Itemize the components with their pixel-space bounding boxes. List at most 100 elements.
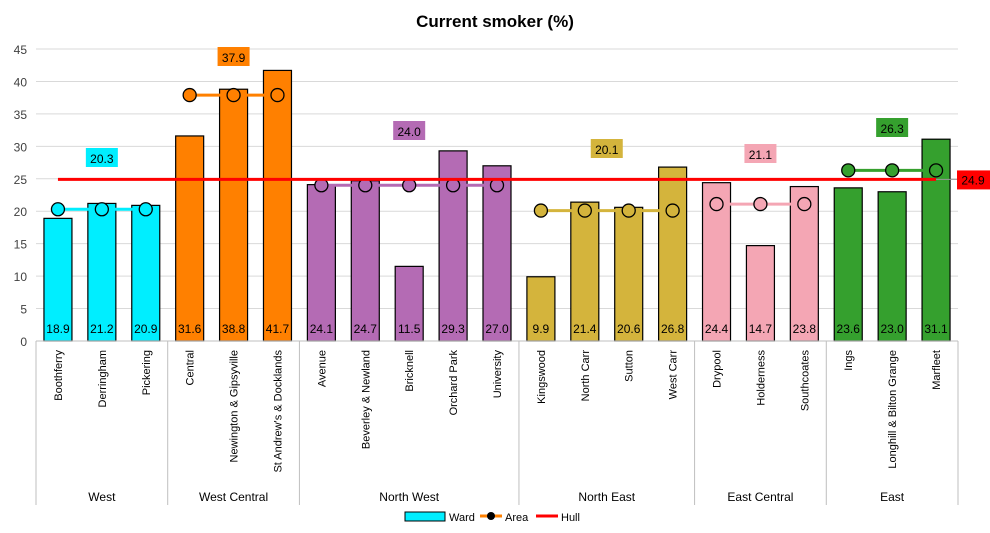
hull-value-label: 24.9 — [961, 173, 985, 187]
x-tick-label: Bricknell — [404, 350, 416, 392]
area-marker — [621, 203, 636, 218]
area-marker — [50, 202, 66, 217]
legend-ward-swatch — [404, 511, 446, 522]
y-tick-label: 45 — [14, 43, 28, 57]
group-label: West — [88, 490, 116, 504]
group-label: North West — [379, 490, 439, 504]
area-marker — [753, 196, 768, 212]
x-tick-label: Avenue — [316, 350, 328, 387]
bar — [789, 185, 819, 342]
bar-value-label: 41.7 — [266, 322, 290, 336]
x-tick-label: West Carr — [668, 350, 680, 400]
bar — [745, 245, 776, 342]
legend-area-marker — [487, 512, 495, 520]
area-label-box — [393, 121, 426, 140]
area-value-label: 20.3 — [90, 152, 114, 166]
bar-value-label: 27.0 — [485, 322, 509, 336]
y-tick-label: 15 — [14, 238, 28, 252]
x-tick-label: St Andrew's & Docklands — [272, 350, 284, 473]
area-marker — [709, 196, 724, 212]
x-tick-label: Marfleet — [931, 350, 943, 390]
area-label-box — [744, 144, 777, 163]
area-label-box — [590, 139, 623, 158]
bar — [614, 206, 644, 342]
area-marker — [270, 87, 285, 103]
bar — [833, 187, 863, 342]
x-tick-label: Sutton — [624, 350, 636, 382]
bar-value-label: 23.0 — [880, 322, 904, 336]
bar-value-label: 21.4 — [573, 322, 597, 336]
bar-value-label: 38.8 — [222, 322, 246, 336]
area-marker — [928, 163, 944, 178]
area-label-box — [217, 47, 250, 66]
bar-value-label: 20.9 — [134, 322, 158, 336]
x-tick-label: Central — [185, 350, 197, 385]
bar — [43, 217, 73, 342]
bar-value-label: 31.1 — [924, 322, 948, 336]
area-marker — [841, 163, 856, 178]
bar — [131, 204, 161, 342]
y-tick-label: 40 — [14, 75, 28, 89]
area-marker — [665, 203, 680, 218]
area-label-box — [85, 148, 118, 167]
y-tick-label: 10 — [14, 270, 28, 284]
group-label: East Central — [727, 490, 793, 504]
area-label-box — [876, 118, 909, 137]
bar-value-label: 20.6 — [617, 322, 641, 336]
x-tick-label: Boothferry — [53, 350, 65, 401]
x-tick-label: Longhill & Bilton Grange — [887, 350, 899, 469]
bar — [306, 184, 336, 342]
area-value-label: 20.1 — [595, 143, 619, 157]
bar-value-label: 31.6 — [178, 322, 202, 336]
y-tick-label: 25 — [14, 173, 28, 187]
area-value-label: 24.0 — [398, 125, 422, 139]
bar — [658, 166, 688, 342]
area-marker — [94, 202, 110, 217]
area-marker — [797, 196, 812, 212]
bar — [570, 201, 600, 342]
bar-value-label: 11.5 — [398, 322, 421, 336]
bar-value-label: 24.7 — [354, 322, 378, 336]
area-marker — [226, 87, 241, 103]
bar-value-label: 23.6 — [837, 322, 861, 336]
bar-value-label: 9.9 — [533, 322, 550, 336]
area-marker — [533, 203, 549, 218]
chart-title: Current smoker (%) — [416, 12, 574, 31]
x-tick-label: Drypool — [712, 350, 724, 388]
group-label: North East — [578, 490, 635, 504]
bar — [87, 202, 117, 342]
area-marker — [884, 163, 900, 178]
bar-value-label: 24.4 — [705, 322, 729, 336]
x-tick-label: Holderness — [755, 350, 767, 406]
x-tick-label: Southcoates — [799, 350, 811, 412]
y-tick-label: 20 — [14, 205, 28, 219]
bar-value-label: 26.8 — [661, 322, 685, 336]
bar-value-label: 14.7 — [749, 322, 773, 336]
area-value-label: 26.3 — [880, 122, 904, 136]
legend: Ward Area Hull — [404, 511, 580, 524]
y-tick-label: 5 — [20, 303, 27, 317]
bar-value-label: 29.3 — [441, 322, 465, 336]
bar — [350, 180, 380, 342]
group-label: West Central — [199, 490, 268, 504]
x-tick-label: Ings — [843, 350, 855, 371]
x-tick-label: Derringham — [97, 350, 109, 407]
area-marker — [182, 87, 197, 103]
area-marker — [577, 203, 592, 218]
legend-ward-label: Ward — [449, 512, 475, 524]
bar-value-label: 23.8 — [793, 322, 817, 336]
y-tick-label: 35 — [14, 108, 28, 122]
hull-label-box — [957, 170, 990, 190]
area-marker — [138, 202, 153, 217]
bar — [877, 191, 907, 342]
bar-value-label: 21.2 — [90, 322, 114, 336]
area-value-label: 21.1 — [749, 148, 773, 162]
area-value-label: 37.9 — [222, 51, 246, 65]
legend-hull-label: Hull — [561, 512, 580, 524]
bar — [218, 88, 249, 342]
bar-value-label: 24.1 — [310, 322, 334, 336]
x-tick-label: University — [492, 350, 504, 399]
x-tick-label: Orchard Park — [448, 350, 460, 416]
bar — [262, 69, 293, 342]
